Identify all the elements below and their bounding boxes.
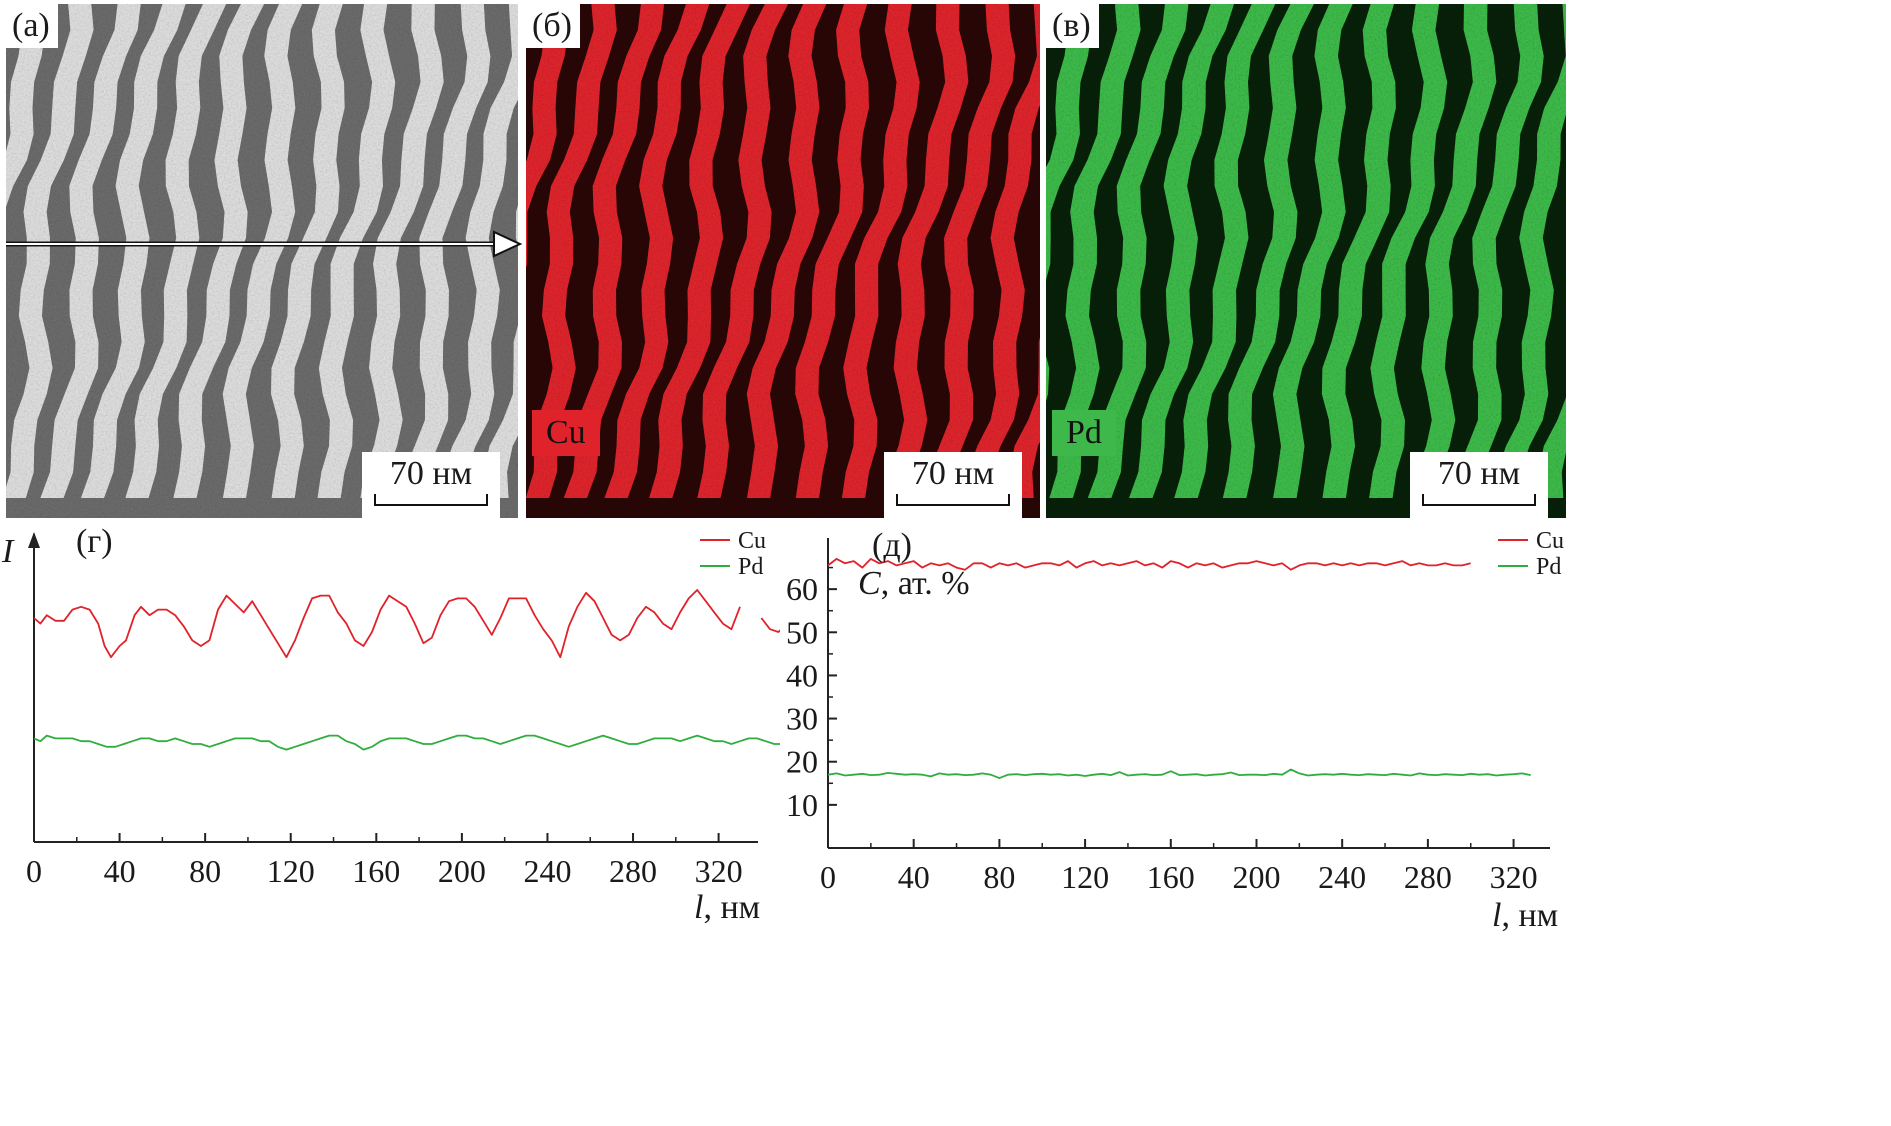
panel-b-scalebar: 70 нм <box>884 452 1022 518</box>
panel-b-scale-line <box>896 494 1010 506</box>
y-tick-label: 10 <box>786 787 818 823</box>
x-tick-label: 120 <box>1061 859 1109 895</box>
x-tick-label: 200 <box>438 853 486 889</box>
x-tick-label: 160 <box>352 853 400 889</box>
panel-c-scale-text: 70 нм <box>1437 455 1521 492</box>
x-tick-label: 0 <box>26 853 42 889</box>
x-tick-label: 280 <box>1404 859 1452 895</box>
noise-overlay <box>526 4 1040 518</box>
panel-c-label: (в) <box>1046 4 1099 48</box>
series-line-pd <box>827 768 1531 780</box>
y-axis-label: I <box>1 533 15 570</box>
series-cu <box>33 589 780 659</box>
y-tick-label: 30 <box>786 701 818 737</box>
x-axis-unit: , нм <box>703 889 760 926</box>
x-tick-label: 320 <box>695 853 743 889</box>
series-line-cu <box>760 617 780 633</box>
panel-a-label: (а) <box>6 4 58 48</box>
sem-stripes <box>6 4 518 518</box>
series-pd <box>33 734 780 751</box>
noise-overlay <box>6 4 518 518</box>
chart-panel-label: (г) <box>76 526 113 560</box>
x-axis-label: l, нм <box>1492 897 1558 934</box>
legend-label-cu: Cu <box>738 528 766 554</box>
y-tick-label: 20 <box>786 744 818 780</box>
x-axis-unit: , нм <box>1501 897 1558 934</box>
cu-stripes <box>526 4 1040 518</box>
panel-b-label: (б) <box>526 4 580 48</box>
x-tick-label: 280 <box>609 853 657 889</box>
series-pd <box>827 768 1531 780</box>
pd-stripes <box>1046 4 1566 518</box>
y-tick-label: 50 <box>786 614 818 650</box>
x-axis-label: l, нм <box>694 889 760 926</box>
y-axis-var: C <box>858 565 881 602</box>
x-tick-label: 0 <box>820 859 836 895</box>
noise-overlay <box>1046 4 1566 518</box>
panel-c-scalebar: 70 нм <box>1410 452 1548 518</box>
y-axis-unit: , ат. % <box>881 565 970 602</box>
x-tick-label: 240 <box>1318 859 1366 895</box>
legend-label-pd: Pd <box>1536 554 1561 580</box>
series-line-cu <box>827 558 1471 571</box>
legend-label-cu: Cu <box>1536 528 1564 554</box>
panel-a-sem-image: (а) 70 нм <box>6 4 518 518</box>
y-axis-label: C, ат. % <box>858 565 970 602</box>
x-tick-label: 120 <box>267 853 315 889</box>
series-line-cu <box>33 589 741 659</box>
legend-label-pd: Pd <box>738 554 763 580</box>
cu-element-tag: Cu <box>532 410 600 456</box>
x-axis-var: l <box>694 889 703 926</box>
y-tick-label: 40 <box>786 657 818 693</box>
x-tick-label: 240 <box>523 853 571 889</box>
panel-a-scalebar: 70 нм <box>362 452 500 518</box>
x-tick-label: 40 <box>104 853 136 889</box>
series-line-pd <box>33 734 780 751</box>
x-tick-label: 40 <box>898 859 930 895</box>
x-tick-label: 160 <box>1147 859 1195 895</box>
x-tick-label: 80 <box>983 859 1015 895</box>
x-tick-label: 200 <box>1232 859 1280 895</box>
panel-b-scale-text: 70 нм <box>911 455 995 492</box>
panel-a-scale-text: 70 нм <box>389 455 473 492</box>
y-axis-arrow <box>28 532 40 548</box>
x-axis-var: l <box>1492 897 1501 934</box>
panel-a-scale-line <box>374 494 488 506</box>
x-tick-label: 80 <box>189 853 221 889</box>
x-tick-label: 320 <box>1490 859 1538 895</box>
panel-b-cu-map: (б) Cu 70 нм <box>526 4 1040 518</box>
panel-c-scale-line <box>1422 494 1536 506</box>
panel-c-pd-map: (в) Pd 70 нм <box>1046 4 1566 518</box>
series-cu <box>827 558 1471 571</box>
chart-panel-label: (д) <box>872 527 912 564</box>
pd-element-tag: Pd <box>1052 410 1116 456</box>
y-tick-label: 60 <box>786 571 818 607</box>
